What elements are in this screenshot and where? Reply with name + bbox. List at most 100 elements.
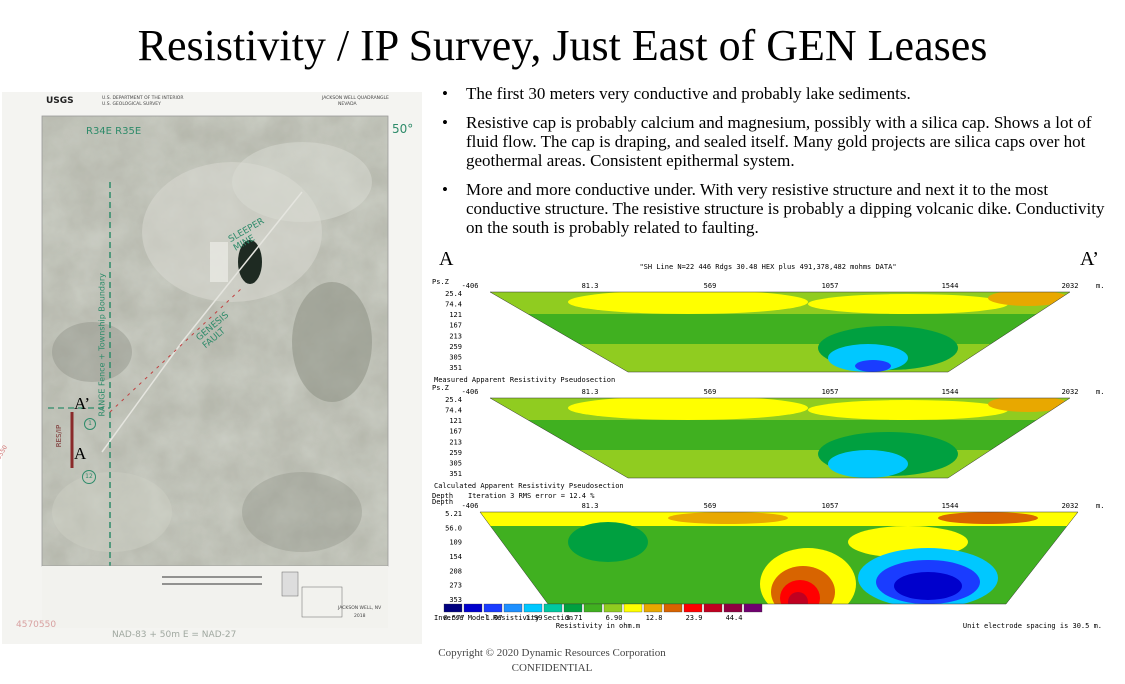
y-tick-label: 167 bbox=[449, 428, 462, 436]
spacing-note: Unit electrode spacing is 30.5 m. bbox=[963, 622, 1102, 630]
boundary-annotation: RANGE Fence + Township Boundary bbox=[97, 273, 107, 417]
x-tick-label: 2032 bbox=[1062, 282, 1079, 290]
bullet-item: Resistive cap is probably calcium and ma… bbox=[440, 113, 1110, 170]
conductive-zone bbox=[568, 522, 648, 562]
y-tick-label: 121 bbox=[449, 311, 462, 319]
slide-footer: Copyright © 2020 Dynamic Resources Corpo… bbox=[330, 646, 774, 676]
quad-title: JACKSON WELL QUADRANGLE bbox=[322, 96, 389, 101]
color-scale-swatch bbox=[623, 603, 643, 613]
color-scale-label: 23.9 bbox=[686, 614, 703, 622]
x-tick-label: -406 bbox=[462, 282, 479, 290]
x-unit-label: m. bbox=[1096, 388, 1104, 396]
iteration-label: Iteration 3 RMS error = 12.4 % bbox=[468, 492, 595, 500]
y-tick-label: 351 bbox=[449, 470, 462, 478]
color-scale-swatch bbox=[643, 603, 663, 613]
line-label-annotation: RES/IP bbox=[55, 424, 64, 448]
resistive-zone bbox=[808, 294, 1008, 314]
color-scale-swatch bbox=[583, 603, 603, 613]
section-band bbox=[490, 420, 1070, 450]
usgs-logo: USGS bbox=[46, 96, 74, 106]
x-tick-label: 1544 bbox=[942, 388, 959, 396]
x-tick-label: 81.3 bbox=[582, 388, 599, 396]
section-outline bbox=[489, 397, 1071, 479]
depth-axis-label: Depth bbox=[432, 492, 453, 500]
x-tick-label: 2032 bbox=[1062, 502, 1079, 510]
resistive-zone bbox=[808, 400, 1008, 420]
section-label-a: A bbox=[439, 248, 454, 270]
map-footer-name: JACKSON WELL, NV bbox=[338, 606, 382, 611]
bearing-annotation: 50° bbox=[392, 122, 414, 136]
y-tick-label: 25.4 bbox=[445, 396, 462, 404]
map-image bbox=[41, 115, 389, 628]
color-scale-label: 6.90 bbox=[606, 614, 623, 622]
bullet-list: The first 30 meters very conductive and … bbox=[440, 84, 1110, 247]
axis-label-y: Ps.Z bbox=[432, 384, 449, 392]
x-tick-label: 2032 bbox=[1062, 388, 1079, 396]
color-scale-label: 1.07 bbox=[486, 614, 503, 622]
section-body bbox=[480, 512, 1078, 604]
y-tick-label: 305 bbox=[449, 459, 462, 467]
section-panel-1 bbox=[489, 291, 1071, 373]
conductive-zone bbox=[894, 572, 962, 600]
section-panel-3 bbox=[479, 511, 1079, 605]
resistive-zone bbox=[568, 398, 808, 420]
x-tick-label: -406 bbox=[462, 388, 479, 396]
color-scale-swatch bbox=[503, 603, 523, 613]
y-tick-label: 353 bbox=[449, 596, 462, 604]
color-scale-swatch bbox=[523, 603, 543, 613]
resistive-dike bbox=[788, 592, 808, 604]
section-label-a-prime: A’ bbox=[1080, 248, 1099, 270]
color-scale-swatch bbox=[463, 603, 483, 613]
y-tick-label: 167 bbox=[449, 322, 462, 330]
x-tick-label: -406 bbox=[462, 502, 479, 510]
color-scale-swatch bbox=[703, 603, 723, 613]
sections-svg: "SH Line N=22 446 Rdgs 30.48 HEX plus 49… bbox=[432, 263, 1104, 630]
footer-copyright: Copyright © 2020 Dynamic Resources Corpo… bbox=[438, 647, 666, 659]
bullet-item: More and more conductive under. With ver… bbox=[440, 180, 1110, 237]
bullet-item: The first 30 meters very conductive and … bbox=[440, 84, 1110, 103]
map-footer-year: 2018 bbox=[354, 614, 366, 619]
x-tick-label: 1544 bbox=[942, 502, 959, 510]
section-body bbox=[490, 292, 1070, 372]
color-scale-label: 1.99 bbox=[526, 614, 543, 622]
quad-state: NEVADA bbox=[338, 102, 357, 107]
y-tick-label: 351 bbox=[449, 364, 462, 372]
color-scale-swatch bbox=[443, 603, 463, 613]
range-annotation: R34E R35E bbox=[86, 126, 142, 137]
resistive-zone bbox=[988, 292, 1068, 306]
color-scale-label: 12.8 bbox=[646, 614, 663, 622]
chart-title: "SH Line N=22 446 Rdgs 30.48 HEX plus 49… bbox=[639, 263, 896, 271]
y-tick-label: 121 bbox=[449, 417, 462, 425]
section-caption: Measured Apparent Resistivity Pseudosect… bbox=[434, 376, 615, 384]
resistive-zone bbox=[938, 512, 1038, 524]
x-tick-label: 1544 bbox=[942, 282, 959, 290]
datum-note-annotation: NAD-83 + 50m E = NAD-27 bbox=[112, 630, 237, 640]
y-tick-label: 259 bbox=[449, 449, 462, 457]
section-circle-1: 1 bbox=[84, 418, 96, 430]
section-panel-2 bbox=[489, 397, 1071, 479]
y-tick-label: 56.0 bbox=[445, 524, 462, 532]
agency-line-1: U.S. DEPARTMENT OF THE INTERIOR bbox=[102, 96, 184, 101]
axis-label-y: Depth bbox=[432, 498, 453, 506]
section-circle-12: 12 bbox=[82, 470, 96, 484]
x-tick-label: 1057 bbox=[822, 282, 839, 290]
color-scale-label: 44.4 bbox=[726, 614, 743, 622]
x-tick-label: 569 bbox=[704, 282, 717, 290]
resistivity-sections: "SH Line N=22 446 Rdgs 30.48 HEX plus 49… bbox=[428, 262, 1110, 636]
color-scale-swatch bbox=[663, 603, 683, 613]
mine-pit bbox=[238, 240, 262, 284]
section-end-a-prime: A’ bbox=[74, 394, 91, 413]
y-tick-label: 305 bbox=[449, 353, 462, 361]
y-tick-label: 109 bbox=[449, 539, 462, 547]
section-caption: Calculated Apparent Resistivity Pseudose… bbox=[434, 482, 624, 490]
y-tick-label: 213 bbox=[449, 332, 462, 340]
section-outline bbox=[489, 291, 1071, 373]
x-tick-label: 81.3 bbox=[582, 502, 599, 510]
northing-bottom-annotation: 4570550 bbox=[16, 620, 57, 630]
resistive-zone bbox=[568, 292, 808, 314]
color-scale-swatch bbox=[563, 603, 583, 613]
section-caption: Inverse Model Resistivity Section bbox=[434, 614, 573, 622]
x-tick-label: 1057 bbox=[822, 388, 839, 396]
x-tick-label: 569 bbox=[704, 388, 717, 396]
x-tick-label: 81.3 bbox=[582, 282, 599, 290]
